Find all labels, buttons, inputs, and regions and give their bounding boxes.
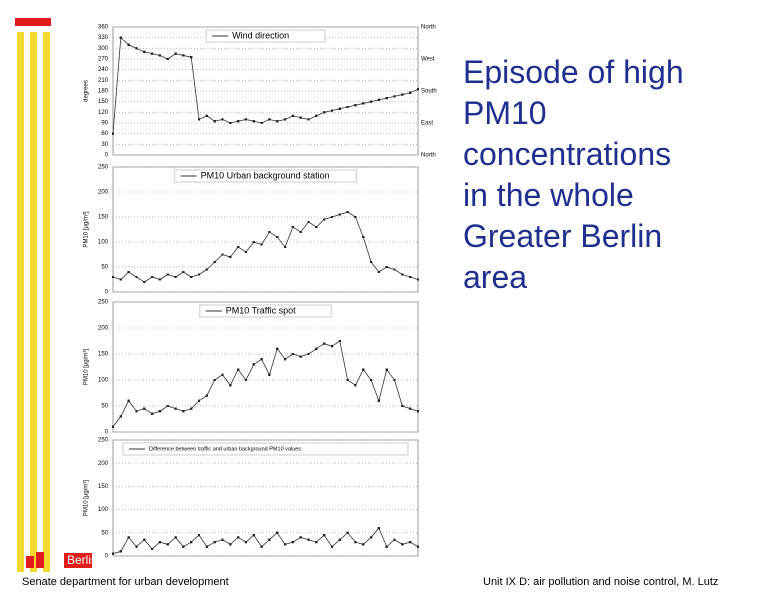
series-line <box>111 526 420 555</box>
legend-label: Difference between traffic and urban bac… <box>149 446 301 452</box>
y-tick-label: 90 <box>101 121 108 127</box>
y-tick-label: 150 <box>98 215 109 221</box>
y-tick-label: 100 <box>98 378 109 384</box>
legend-box <box>199 304 332 318</box>
legend-label: PM10 Urban background station <box>201 170 330 180</box>
logo-box <box>64 553 92 568</box>
stripe <box>30 32 37 572</box>
y-tick-label: 200 <box>98 190 109 196</box>
series-line <box>111 36 420 135</box>
title-line: Greater Berlin <box>463 218 663 254</box>
y-tick-label: 330 <box>98 35 109 41</box>
y2-tick-label: North <box>421 153 436 159</box>
y-tick-label: 50 <box>101 530 108 536</box>
legend-box <box>122 442 409 456</box>
logo-bar <box>15 18 51 26</box>
y-tick-label: 300 <box>98 46 109 52</box>
y-tick-label: 100 <box>98 240 109 246</box>
y-axis-label: PM10 [µg/m³] <box>84 349 90 385</box>
footer-right: Unit IX D: air pollution and noise contr… <box>483 576 719 588</box>
legend-box <box>205 29 326 43</box>
title-line: PM10 <box>463 95 547 131</box>
y-tick-label: 120 <box>98 110 109 116</box>
y2-tick-label: West <box>421 57 435 63</box>
slide-title: Episode of high PM10 concentrations in the … <box>463 52 684 298</box>
title-line: area <box>463 259 528 295</box>
y-tick-label: 100 <box>98 507 109 513</box>
y-tick-label: 0 <box>105 153 109 159</box>
y-tick-label: 50 <box>101 265 108 271</box>
y-tick-label: 250 <box>98 300 109 306</box>
y-tick-label: 200 <box>98 461 109 467</box>
y-tick-label: 150 <box>98 352 109 358</box>
y-tick-label: 210 <box>98 78 109 84</box>
y2-tick-label: South <box>421 89 437 95</box>
series-line <box>111 210 420 284</box>
y-tick-label: 50 <box>101 404 108 410</box>
y-tick-label: 250 <box>98 165 109 171</box>
stripe <box>17 32 24 572</box>
y-tick-label: 150 <box>98 99 109 105</box>
legend-label: PM10 Traffic spot <box>226 305 296 315</box>
y-tick-label: 250 <box>98 438 109 444</box>
y-tick-label: 270 <box>98 57 109 63</box>
charts: 0 30 60 90 120 150 180 210 240 270 300 330 360 North E… <box>84 25 437 560</box>
y-tick-label: 60 <box>101 131 108 137</box>
logo-text: Berlin <box>67 553 98 567</box>
y-tick-label: 200 <box>98 326 109 332</box>
logo-mark <box>26 556 34 568</box>
legend-label: Wind direction <box>232 30 289 40</box>
y-tick-label: 360 <box>98 25 109 31</box>
title-line: in the whole <box>463 177 634 213</box>
y-tick-label: 150 <box>98 484 109 490</box>
y-axis-label: degrees <box>84 80 90 102</box>
y2-tick-label: North <box>421 25 436 31</box>
y-tick-label: 30 <box>101 142 108 148</box>
y-axis-label: PM10 [µg/m³] <box>84 211 90 247</box>
stripe <box>43 32 50 572</box>
plot-area <box>112 166 419 293</box>
y-tick-label: 240 <box>98 67 109 73</box>
y-tick-label: 0 <box>105 290 109 296</box>
y2-tick-label: East <box>421 121 433 127</box>
series-line <box>111 339 420 428</box>
y-tick-label: 180 <box>98 89 109 95</box>
legend-box <box>174 169 357 183</box>
y-axis-label: PM10 [µg/m³] <box>84 480 90 516</box>
plot-area <box>112 439 419 557</box>
title-line: Episode of high <box>463 54 684 90</box>
logo-mark <box>36 552 44 568</box>
y-tick-label: 0 <box>105 430 109 436</box>
footer-left: Senate department for urban development <box>22 576 229 588</box>
title-line: concentrations <box>463 136 672 172</box>
y-tick-label: 0 <box>105 554 109 560</box>
